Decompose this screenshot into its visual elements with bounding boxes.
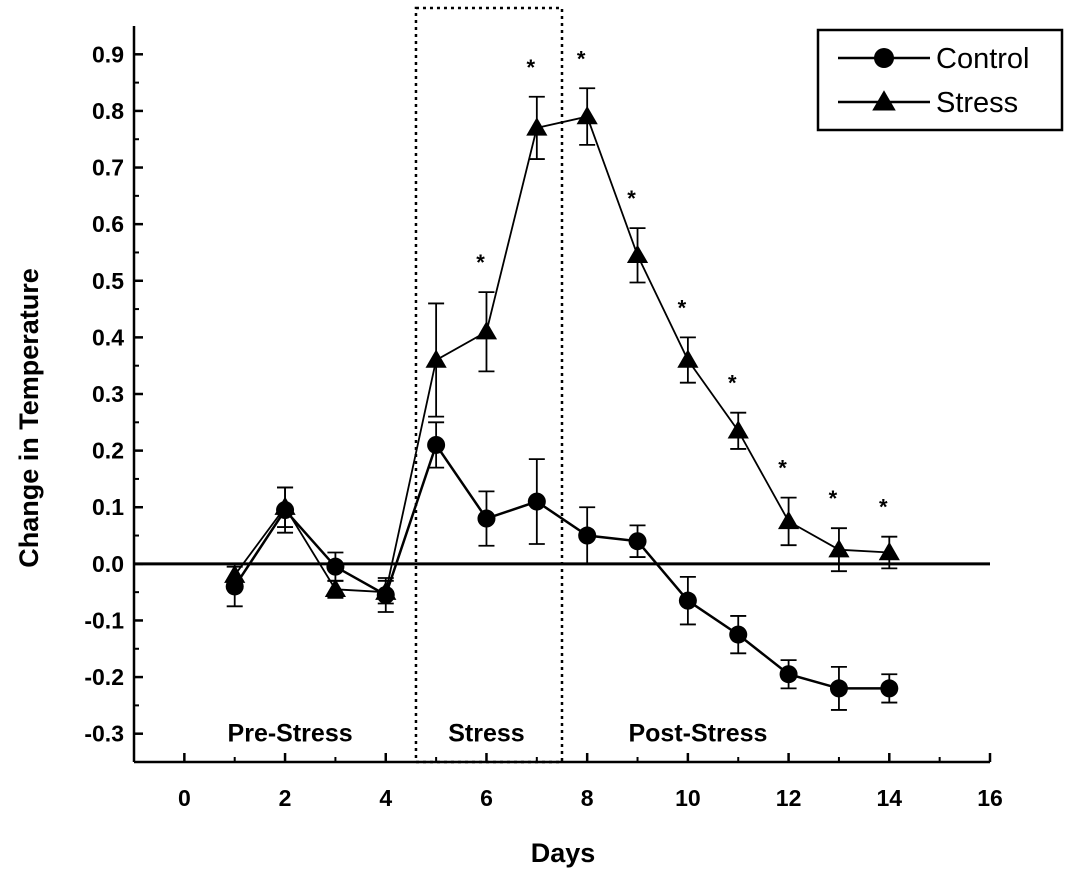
x-tick-label: 6 — [480, 785, 493, 811]
region-label-pre-stress: Pre-Stress — [228, 720, 353, 748]
significance-marker: * — [829, 486, 838, 511]
control-data-point — [829, 679, 848, 698]
y-tick-label: 0.4 — [92, 324, 124, 350]
y-tick-label: 0.1 — [92, 494, 124, 520]
stress-data-point — [274, 496, 296, 515]
significance-marker: * — [627, 186, 636, 211]
stress-data-point — [626, 244, 649, 263]
control-series-line — [233, 442, 890, 690]
x-tick-label: 0 — [178, 785, 191, 811]
control-data-point — [527, 492, 546, 511]
y-tick-label: -0.3 — [84, 721, 124, 747]
significance-marker: * — [728, 371, 737, 396]
y-tick-label: 0.7 — [92, 155, 124, 181]
stress-series-line — [233, 115, 890, 594]
y-tick-label: 0.6 — [92, 211, 124, 237]
stress-data-point — [828, 539, 850, 558]
stress-data-point — [677, 349, 699, 368]
y-axis-title: Change in Temperature — [14, 268, 44, 568]
legend-label-stress: Stress — [936, 87, 1018, 119]
control-data-point — [427, 435, 446, 454]
x-tick-label: 10 — [675, 785, 701, 811]
significance-marker: * — [476, 250, 485, 275]
stress-data-point — [425, 349, 447, 368]
stress-data-point — [576, 105, 598, 125]
x-tick-label: 12 — [776, 785, 802, 811]
significance-marker: * — [778, 456, 787, 481]
significance-marker: * — [879, 495, 888, 520]
legend-label-control: Control — [936, 43, 1030, 75]
x-tick-label: 16 — [977, 785, 1003, 811]
legend-marker-control — [874, 48, 894, 68]
stress-data-point — [475, 321, 498, 340]
legend-box — [816, 28, 1064, 132]
y-tick-label: 0.3 — [92, 381, 124, 407]
y-tick-label: 0.5 — [92, 268, 124, 294]
control-data-point — [578, 526, 597, 545]
y-tick-label: 0.8 — [92, 98, 124, 124]
region-label-stress: Stress — [448, 720, 524, 748]
y-tick-label: -0.2 — [84, 664, 124, 690]
control-data-point — [729, 625, 748, 644]
control-data-point — [326, 557, 345, 576]
x-tick-label: 14 — [876, 785, 902, 811]
stress-data-point — [526, 117, 548, 136]
x-tick-label: 8 — [581, 785, 594, 811]
stress-period-box — [414, 6, 564, 764]
control-data-point — [477, 509, 496, 528]
y-tick-label: -0.1 — [84, 607, 124, 633]
y-tick-label: 0.9 — [92, 41, 124, 67]
x-tick-label: 4 — [379, 785, 392, 811]
y-tick-label: 0.2 — [92, 438, 124, 464]
control-data-point — [678, 591, 697, 610]
control-data-point — [880, 679, 899, 698]
stress-data-point — [878, 541, 900, 561]
significance-marker: * — [527, 55, 536, 80]
significance-marker: * — [678, 295, 687, 320]
stress-data-point — [224, 564, 246, 583]
y-tick-label: 0.0 — [92, 551, 124, 577]
stress-data-point — [324, 578, 347, 598]
control-data-point — [628, 532, 647, 551]
significance-marker: * — [577, 46, 586, 71]
region-label-post-stress: Post-Stress — [628, 720, 767, 748]
x-tick-label: 2 — [279, 785, 292, 811]
x-axis-title: Days — [531, 838, 596, 868]
control-data-point — [779, 665, 798, 684]
stress-data-point — [777, 510, 800, 530]
stress-data-point — [727, 420, 749, 439]
stress-data-point — [375, 581, 397, 600]
legend-marker-stress — [872, 90, 896, 111]
